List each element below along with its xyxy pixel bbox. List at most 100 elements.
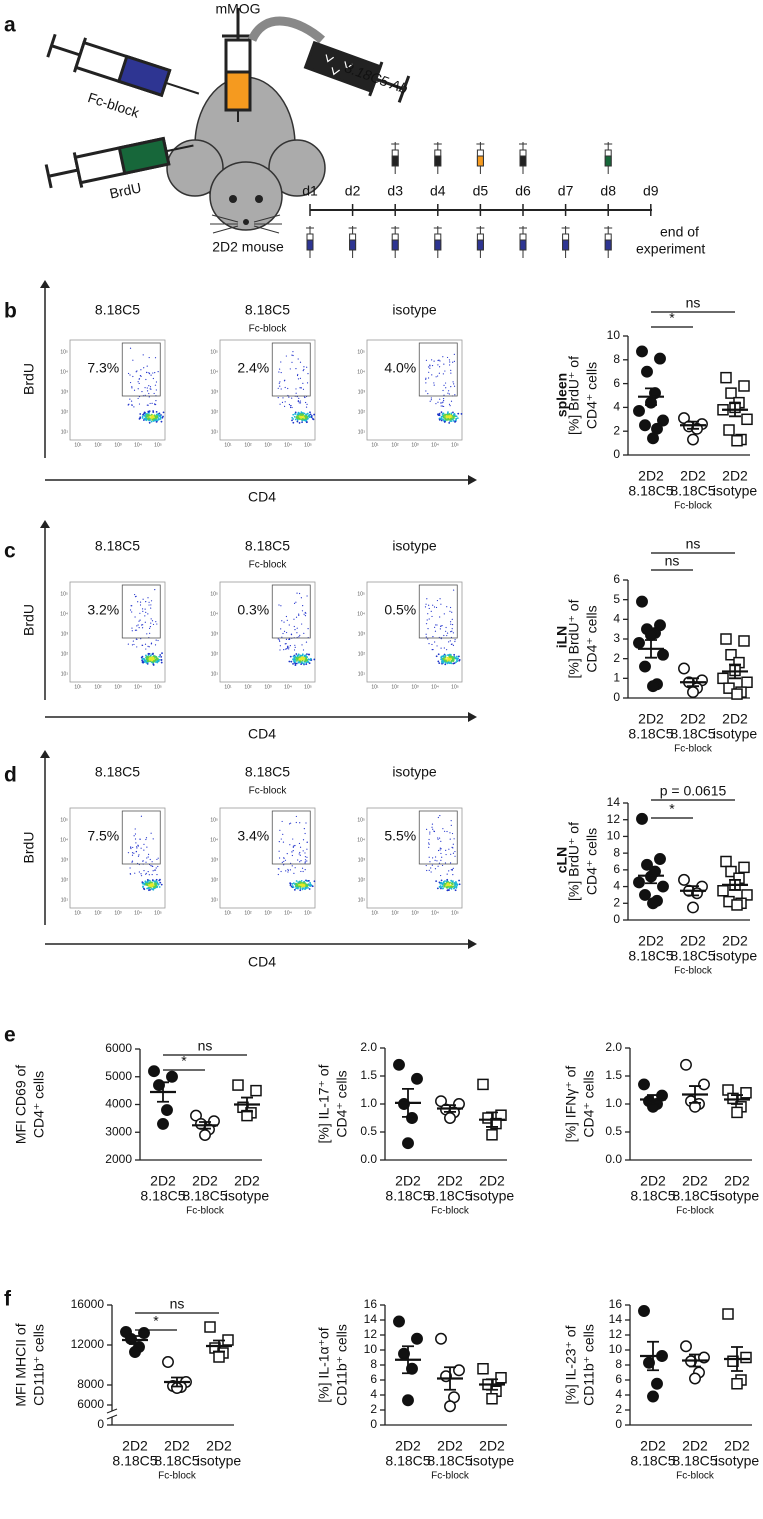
flow-event	[131, 644, 134, 646]
flow-event	[145, 648, 147, 650]
flow-event	[450, 660, 453, 663]
y-tick-label: 14	[609, 1312, 623, 1326]
flow-event	[431, 359, 433, 361]
flow-event	[453, 353, 455, 355]
flow-event	[448, 359, 451, 361]
flow-event	[141, 881, 144, 884]
x-tick-label: 2D2	[150, 1173, 176, 1189]
flow-tick-label: 10¹	[358, 429, 366, 435]
flow-event	[160, 655, 163, 658]
flow-event	[278, 371, 280, 373]
flow-tick-label: 10⁴	[284, 442, 292, 448]
flow-event	[146, 633, 148, 635]
flow-event	[447, 417, 450, 420]
flow-event	[428, 869, 430, 871]
flow-event	[429, 367, 431, 369]
flow-event	[295, 601, 297, 603]
x-tick-label: 2D2	[724, 1438, 750, 1454]
flow-event	[292, 354, 294, 357]
flow-event	[283, 860, 285, 863]
flow-event	[154, 357, 157, 359]
y-tick-label: 5	[613, 592, 620, 606]
flow-event	[155, 656, 158, 659]
data-point	[641, 365, 653, 378]
flow-event	[278, 857, 281, 859]
flow-event	[304, 832, 306, 835]
flow-event	[428, 843, 430, 845]
flow-event	[156, 623, 158, 625]
flow-event	[300, 880, 303, 882]
flow-event	[436, 860, 438, 862]
flow-event	[452, 662, 455, 665]
flow-event	[298, 614, 300, 616]
flow-event	[431, 864, 433, 866]
flow-event	[145, 873, 147, 875]
flow-event	[299, 854, 301, 856]
y-tick-label: 12	[609, 1327, 623, 1341]
flow-event	[296, 632, 298, 634]
data-point	[199, 1129, 211, 1141]
flow-event	[131, 627, 133, 629]
flow-event	[149, 626, 152, 628]
flow-event	[433, 606, 436, 608]
flow-event	[442, 373, 444, 375]
flow-event	[299, 861, 301, 863]
flow-event	[455, 885, 457, 888]
flow-event	[300, 661, 303, 664]
flow-event	[297, 358, 299, 360]
data-point	[411, 1072, 423, 1085]
flow-event	[450, 412, 453, 415]
flow-title: isotype	[392, 302, 437, 318]
flow-event	[428, 856, 430, 858]
flow-event	[278, 382, 280, 384]
flow-event	[278, 850, 280, 852]
flow-event	[149, 386, 152, 388]
data-point	[738, 635, 750, 647]
y-tick-label: 6	[615, 1372, 622, 1386]
flow-tick-label: 10⁴	[134, 442, 142, 448]
y-tick-label: 3	[613, 631, 620, 645]
flow-event	[440, 417, 443, 420]
flow-event	[302, 649, 305, 651]
flow-tick-label: 10⁵	[357, 591, 365, 597]
flow-event	[149, 402, 151, 405]
flow-event	[146, 881, 149, 884]
flow-event	[452, 417, 455, 420]
flow-event	[302, 850, 304, 852]
flow-title: isotype	[392, 538, 437, 554]
x-tick-label: 2D2	[640, 1438, 666, 1454]
flow-event	[303, 632, 305, 635]
flow-event	[438, 417, 441, 420]
flow-event	[445, 626, 447, 629]
flow-event	[152, 623, 155, 626]
y-tick-label: 5000	[105, 1069, 132, 1083]
day-label: d2	[345, 183, 361, 199]
flow-tick-label: 10¹	[74, 910, 82, 916]
flow-event	[440, 879, 443, 882]
y-tick-label: 6	[613, 376, 620, 390]
gate-percent: 5.5%	[384, 828, 416, 844]
flow-event	[127, 372, 130, 375]
flow-event	[129, 873, 132, 875]
data-point	[725, 648, 737, 661]
flow-event	[146, 659, 149, 662]
flow-event	[291, 397, 293, 399]
flow-tick-label: 10³	[358, 389, 366, 395]
flow-event	[434, 630, 437, 632]
flow-event	[442, 389, 444, 392]
data-point	[654, 853, 666, 865]
data-point	[444, 1400, 456, 1413]
flow-event	[152, 418, 155, 421]
syringe-part	[604, 239, 612, 251]
flow-event	[298, 592, 301, 595]
flow-event	[452, 419, 455, 422]
significance-label: *	[181, 1053, 187, 1069]
flow-event	[304, 856, 307, 858]
flow-tick-label: 10³	[211, 857, 219, 863]
flow-event	[282, 632, 284, 635]
flow-event	[151, 414, 154, 417]
syringe-icon	[44, 136, 194, 189]
flow-event	[446, 873, 448, 875]
flow-event	[445, 418, 448, 421]
flow-event	[134, 828, 136, 830]
